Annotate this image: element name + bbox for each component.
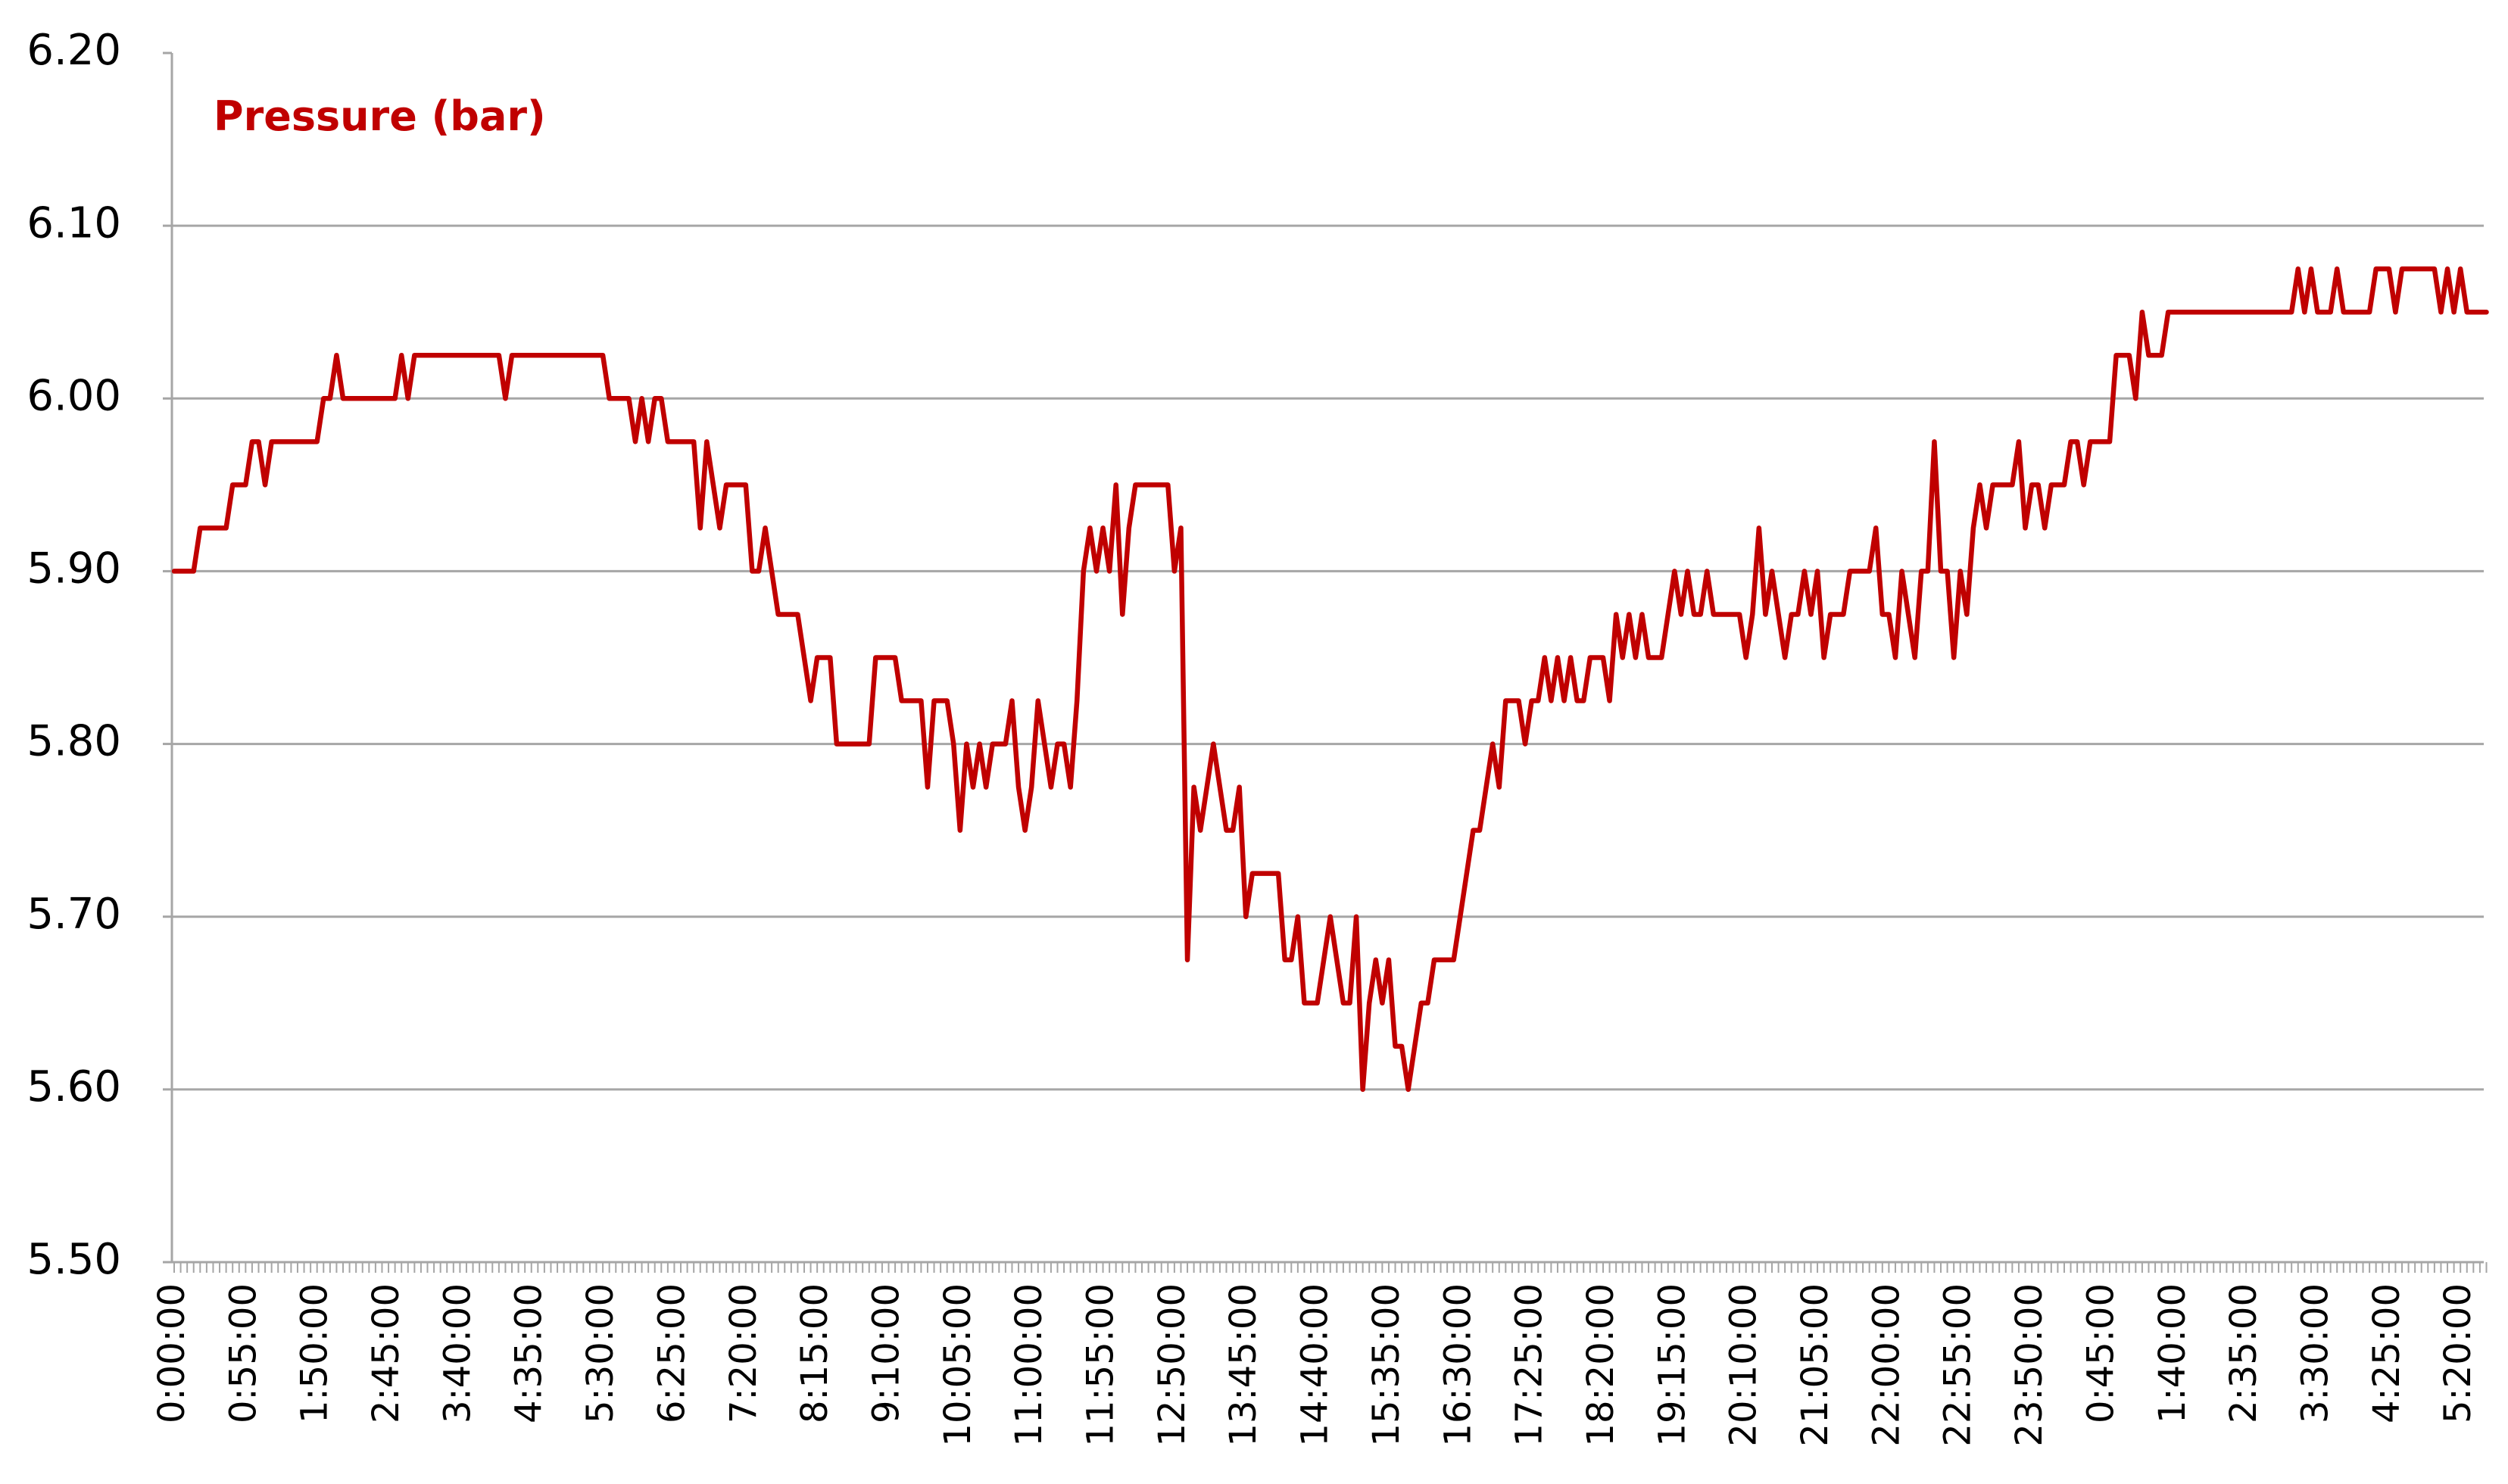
y-tick-label: 5.70 (27, 890, 121, 939)
x-tick-label: 2:35:00 (2223, 1283, 2265, 1423)
x-tick-label: 8:15:00 (794, 1283, 836, 1423)
y-tick-label: 5.80 (27, 717, 121, 766)
chart-title: Pressure (bar) (214, 92, 546, 140)
x-tick-label: 11:00:00 (1008, 1283, 1050, 1447)
x-tick-label: 5:20:00 (2437, 1283, 2479, 1423)
data-line (171, 266, 2489, 1093)
x-tick-label: 10:05:00 (937, 1283, 979, 1447)
y-tick-label: 5.60 (27, 1062, 121, 1111)
x-tick-label: 16:30:00 (1436, 1283, 1479, 1447)
x-tick-label: 15:35:00 (1365, 1283, 1408, 1447)
y-tick-label: 5.90 (27, 544, 121, 594)
x-tick-label: 7:20:00 (722, 1283, 765, 1423)
y-tick-label: 5.50 (27, 1235, 121, 1284)
x-tick-label: 19:15:00 (1651, 1283, 1693, 1447)
x-tick-label: 0:00:00 (151, 1283, 193, 1423)
x-tick-label: 17:25:00 (1508, 1283, 1551, 1447)
x-tick-label: 23:50:00 (2008, 1283, 2051, 1447)
x-tick-label: 1:40:00 (2151, 1283, 2194, 1423)
x-tick-label: 22:55:00 (1937, 1283, 1979, 1447)
x-tick-label: 13:45:00 (1222, 1283, 1265, 1447)
x-tick-label: 4:25:00 (2366, 1283, 2408, 1423)
x-tick-label: 14:40:00 (1294, 1283, 1337, 1447)
x-tick-label: 0:55:00 (222, 1283, 264, 1423)
x-tick-label: 0:45:00 (2079, 1283, 2122, 1423)
x-tick-label: 3:30:00 (2294, 1283, 2336, 1423)
x-tick-label: 2:45:00 (365, 1283, 407, 1423)
x-tick-label: 9:10:00 (865, 1283, 907, 1423)
y-tick-label: 6.10 (27, 198, 121, 248)
x-tick-label: 20:10:00 (1723, 1283, 1765, 1447)
x-tick-label: 12:50:00 (1151, 1283, 1193, 1447)
x-tick-label: 4:35:00 (508, 1283, 551, 1423)
x-tick-label: 5:30:00 (579, 1283, 622, 1423)
x-tick-label: 18:20:00 (1580, 1283, 1622, 1447)
y-tick-label: 6.20 (27, 26, 121, 75)
x-tick-label: 22:00:00 (1865, 1283, 1908, 1447)
x-tick-label: 21:05:00 (1794, 1283, 1836, 1447)
x-tick-label: 3:40:00 (436, 1283, 479, 1423)
y-tick-label: 6.00 (27, 371, 121, 420)
x-tick-label: 6:25:00 (650, 1283, 693, 1423)
x-tick-label: 1:50:00 (294, 1283, 336, 1423)
x-tick-label: 11:55:00 (1080, 1283, 1122, 1447)
